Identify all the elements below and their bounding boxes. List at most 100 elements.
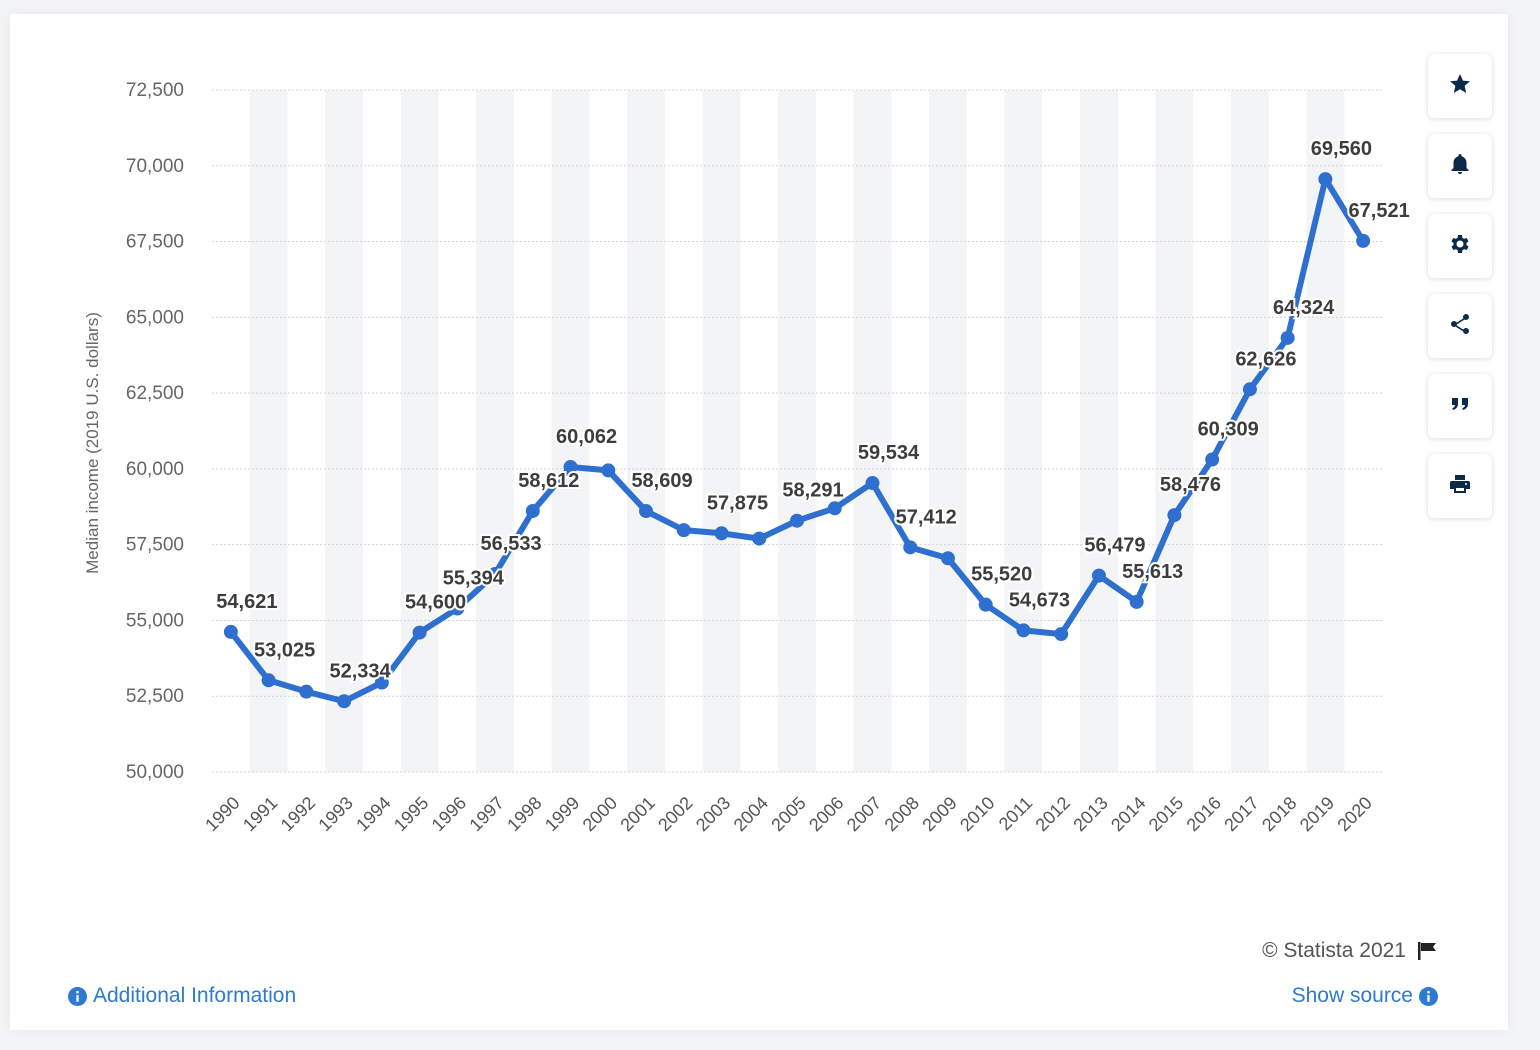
column-band xyxy=(1004,90,1043,772)
share-button[interactable] xyxy=(1428,294,1492,358)
copyright-text: © Statista 2021 xyxy=(1262,939,1406,962)
data-point xyxy=(525,503,540,518)
favorite-button[interactable] xyxy=(1428,54,1492,118)
data-point xyxy=(601,463,616,478)
x-tick-label: 1991 xyxy=(239,793,281,835)
column-band xyxy=(627,90,665,772)
x-tick-label: 1992 xyxy=(277,793,319,835)
x-tick-label: 2010 xyxy=(956,793,998,835)
data-point xyxy=(1205,452,1220,467)
data-point xyxy=(714,526,729,541)
data-label: 62,626 xyxy=(1235,348,1296,370)
data-point xyxy=(374,675,389,690)
x-tick-label: 1997 xyxy=(465,793,507,835)
data-point xyxy=(1091,568,1106,583)
column-band xyxy=(1080,90,1118,772)
data-point xyxy=(488,566,503,581)
data-point xyxy=(261,673,276,688)
column-band xyxy=(702,90,741,772)
additional-info-link[interactable]: Additional Information xyxy=(68,984,296,1008)
column-band xyxy=(400,90,439,772)
y-tick-label: 50,000 xyxy=(126,762,184,783)
data-point xyxy=(1016,623,1031,638)
data-point xyxy=(1242,382,1257,397)
data-label: 54,673 xyxy=(1009,589,1070,611)
notification-button[interactable] xyxy=(1428,134,1492,198)
x-tick-label: 2009 xyxy=(918,793,960,835)
data-label: 58,291 xyxy=(782,480,843,502)
x-tick-label: 2015 xyxy=(1145,793,1187,835)
column-band xyxy=(325,90,363,772)
data-label: 57,412 xyxy=(896,506,957,528)
data-point xyxy=(337,694,352,709)
column-band xyxy=(476,90,514,772)
data-point xyxy=(1356,233,1371,248)
x-tick-label: 2000 xyxy=(579,793,621,835)
info-icon xyxy=(68,986,87,1006)
data-point xyxy=(1167,508,1182,523)
x-tick-label: 1990 xyxy=(201,793,243,835)
star-icon xyxy=(1448,72,1472,101)
flag-icon[interactable] xyxy=(1416,940,1438,962)
x-tick-label: 1994 xyxy=(352,793,394,835)
data-point xyxy=(1129,594,1144,609)
y-axis-label: Median income (2019 U.S. dollars) xyxy=(83,312,102,574)
data-label: 55,613 xyxy=(1122,561,1183,583)
cite-button[interactable] xyxy=(1428,374,1492,438)
data-label: 54,621 xyxy=(216,591,277,613)
data-point xyxy=(223,624,238,639)
show-source-link[interactable]: Show source xyxy=(1292,984,1438,1008)
column-band xyxy=(249,90,288,772)
y-tick-label: 70,000 xyxy=(126,156,184,177)
quote-icon xyxy=(1448,392,1472,421)
x-tick-label: 2017 xyxy=(1220,793,1262,835)
x-tick-label: 2011 xyxy=(995,793,1037,835)
data-point xyxy=(299,684,314,699)
data-label: 57,875 xyxy=(707,492,768,514)
data-label: 67,521 xyxy=(1349,200,1410,222)
x-tick-label: 2020 xyxy=(1333,793,1375,835)
data-point xyxy=(903,540,918,555)
data-point xyxy=(639,504,654,519)
y-tick-label: 65,000 xyxy=(126,307,184,328)
x-tick-label: 2005 xyxy=(767,793,809,835)
column-band xyxy=(551,90,590,772)
bell-icon xyxy=(1448,152,1472,181)
data-point xyxy=(940,551,955,566)
info-icon xyxy=(1419,986,1438,1006)
column-band xyxy=(778,90,816,772)
x-tick-label: 2001 xyxy=(616,793,658,835)
show-source-label: Show source xyxy=(1291,984,1413,1007)
data-point xyxy=(563,460,578,475)
line-chart: 50,000 52,500 55,000 57,500 60,000 62,500 65,0… xyxy=(83,80,1412,835)
x-tick-label: 2004 xyxy=(730,793,772,835)
y-tick-label: 55,000 xyxy=(126,610,184,631)
column-band xyxy=(853,90,892,772)
x-tick-label: 1993 xyxy=(314,793,356,835)
x-tick-label: 1999 xyxy=(541,793,583,835)
settings-button[interactable] xyxy=(1428,214,1492,278)
x-tick-label: 2012 xyxy=(1032,793,1074,835)
y-tick-label: 52,500 xyxy=(126,686,184,707)
data-label: 58,612 xyxy=(518,470,579,492)
data-label: 56,533 xyxy=(480,533,541,555)
data-label: 52,334 xyxy=(330,660,392,682)
data-label: 55,520 xyxy=(971,564,1032,586)
y-tick-label: 72,500 xyxy=(126,80,184,101)
data-label: 58,609 xyxy=(631,470,692,492)
data-label: 59,534 xyxy=(858,442,920,464)
x-tick-label: 2018 xyxy=(1258,793,1300,835)
data-label: 60,309 xyxy=(1198,419,1259,441)
copyright-row: © Statista 2021 xyxy=(1262,939,1438,963)
share-icon xyxy=(1448,312,1472,341)
data-point xyxy=(450,601,465,616)
data-point xyxy=(752,531,767,546)
x-tick-label: 2007 xyxy=(843,793,885,835)
data-label: 58,476 xyxy=(1160,474,1221,496)
x-tick-label: 2014 xyxy=(1107,793,1149,835)
data-point xyxy=(1054,627,1069,642)
print-button[interactable] xyxy=(1428,454,1492,518)
x-tick-label: 2008 xyxy=(881,793,923,835)
data-label: 60,062 xyxy=(556,426,617,448)
data-point xyxy=(865,476,880,491)
